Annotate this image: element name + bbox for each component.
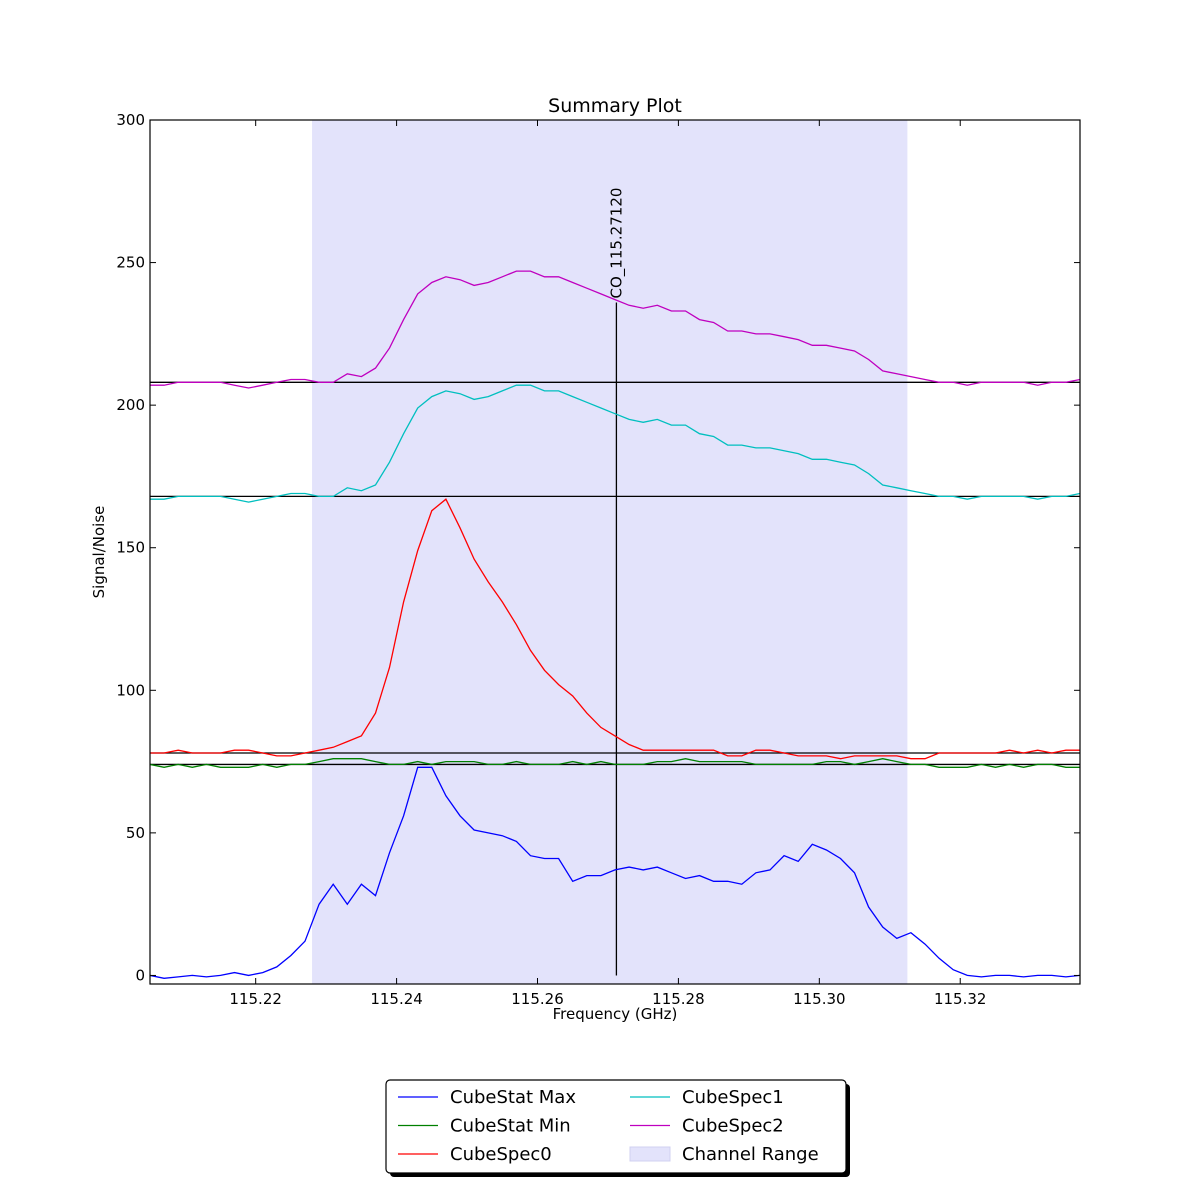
x-axis-label: Frequency (GHz) [553,1005,678,1023]
legend-label-2: CubeSpec0 [450,1144,552,1165]
legend-label-5: Channel Range [682,1144,819,1165]
y-tick-label-5: 250 [116,254,145,272]
legend-box [385,1079,847,1174]
line-marker-label: CO_115.27120 [607,188,626,299]
y-tick-label-3: 150 [116,539,145,557]
series-line-4 [150,270,1080,389]
series-line-1 [150,758,1080,768]
plot-frame [149,119,1081,985]
x-tick-label-5: 115.32 [934,990,987,1008]
legend-label-0: CubeStat Max [450,1087,576,1108]
legend: CubeStat Max CubeStat Min CubeSpec0 CubeSpe… [385,1079,850,1177]
x-tick-label-2: 115.26 [511,990,564,1008]
legend-label-3: CubeSpec1 [682,1087,784,1108]
y-tick-label-0: 0 [135,966,145,984]
legend-swatch-5 [629,1146,671,1162]
legend-label-1: CubeStat Min [450,1116,571,1137]
channel-range-span [312,120,908,984]
y-tick-label-2: 100 [116,681,145,699]
y-axis-label: Signal/Noise [90,506,108,599]
x-tick-label-0: 115.22 [229,990,282,1008]
series-line-0 [150,766,1080,979]
x-tick-label-1: 115.24 [370,990,423,1008]
series-group [150,270,1080,979]
x-tick-label-3: 115.28 [652,990,705,1008]
series-line-3 [150,384,1080,503]
y-axis: 0 50 100 150 200 250 300 [116,111,1080,984]
chart-title: Summary Plot [548,95,682,117]
y-tick-label-6: 300 [116,111,145,129]
y-tick-label-4: 200 [116,396,145,414]
y-tick-label-1: 50 [126,824,145,842]
x-tick-label-4: 115.30 [793,990,846,1008]
x-axis: 115.22 115.24 115.26 115.28 115.30 115.32 [229,120,986,1008]
legend-label-4: CubeSpec2 [682,1116,784,1137]
series-line-2 [150,498,1080,760]
